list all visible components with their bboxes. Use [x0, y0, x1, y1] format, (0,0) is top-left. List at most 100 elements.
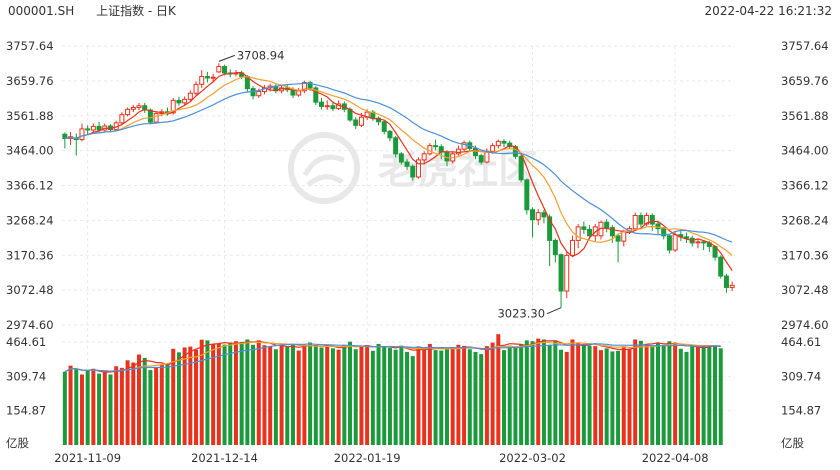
volume-bar — [690, 344, 695, 445]
price-tick-label-right: 3268.24 — [781, 213, 829, 227]
volume-bar — [490, 342, 495, 445]
volume-bar — [68, 365, 73, 445]
candle-body — [649, 214, 655, 225]
volume-bar — [342, 344, 347, 445]
volume-bar — [262, 345, 267, 445]
candle-body — [530, 209, 536, 221]
grid — [62, 45, 735, 445]
volume-tick-label-right: 154.87 — [781, 404, 821, 418]
candle-body — [666, 235, 672, 251]
date-tick-label: 2021-12-14 — [191, 451, 258, 465]
candle-body — [415, 159, 421, 178]
candle-body — [313, 87, 319, 103]
volume-bar — [319, 347, 324, 445]
volume-ma20-line — [64, 343, 721, 373]
volume-bar — [108, 374, 113, 445]
candle-body — [62, 133, 68, 140]
candle-body — [444, 151, 450, 162]
volume-bar — [621, 347, 626, 445]
stock-title: 上证指数 - 日K — [96, 4, 176, 18]
volume-bar — [97, 373, 102, 445]
date-tick-label: 2021-11-09 — [54, 451, 121, 465]
candle-body — [472, 147, 478, 157]
volume-bar — [707, 345, 712, 445]
candle-body — [461, 142, 467, 150]
volume-bar — [656, 343, 661, 445]
candle-body — [455, 148, 461, 155]
candle-body — [147, 109, 153, 123]
date-tick-label: 2022-01-19 — [334, 451, 401, 465]
candle-body — [701, 241, 707, 244]
volume-bar — [576, 342, 581, 445]
volume-bar — [433, 350, 438, 445]
candle-body — [558, 254, 564, 292]
moving-average-lines — [64, 71, 733, 373]
candle-body — [490, 145, 496, 152]
candle-body — [569, 239, 575, 256]
candle-body — [410, 165, 416, 178]
price-tick-label-right: 3072.48 — [781, 283, 829, 297]
volume-bar — [302, 344, 307, 445]
volume-bar — [119, 367, 124, 445]
volume-bar — [273, 349, 278, 445]
volume-bar — [638, 340, 643, 445]
volume-bar — [308, 342, 313, 445]
candle-body — [353, 119, 359, 126]
price-tick-label-right: 3464.00 — [781, 144, 829, 158]
candle-body — [632, 214, 638, 230]
volume-bar — [359, 346, 364, 445]
volume-bar — [228, 342, 233, 445]
candle-body — [170, 99, 176, 114]
candle-body — [495, 140, 501, 147]
candle-body — [655, 223, 661, 230]
volume-bar — [547, 344, 552, 445]
candle-body — [604, 221, 610, 229]
candle-body — [644, 214, 650, 225]
volume-bar — [581, 344, 586, 445]
volume-bar — [427, 343, 432, 445]
candle-body — [381, 121, 387, 132]
price-tick-label-left: 3170.36 — [6, 248, 54, 262]
date-tick-label: 2022-04-08 — [642, 451, 709, 465]
annotations: 3708.94 3023.30 — [218, 48, 562, 321]
volume-bar — [136, 354, 141, 445]
high-marker-label: 3708.94 — [237, 48, 285, 62]
high-marker-line — [218, 54, 236, 62]
volume-bar — [479, 354, 484, 445]
volume-bar — [387, 347, 392, 445]
volume-bar — [399, 345, 404, 445]
candle-body — [376, 117, 382, 123]
candle-body — [661, 228, 667, 237]
volume-bar — [701, 345, 706, 445]
volume-bar — [171, 348, 176, 445]
volume-bar — [444, 347, 449, 445]
volume-bar — [245, 339, 250, 445]
price-tick-label-right: 3757.64 — [781, 39, 829, 53]
volume-bar — [450, 347, 455, 445]
candle-body — [393, 137, 399, 155]
candle-body — [609, 227, 615, 237]
candle-body — [541, 212, 547, 218]
candle-body — [182, 98, 188, 104]
volume-bar — [467, 349, 472, 445]
volume-bar — [330, 348, 335, 445]
price-tick-label-right: 2974.60 — [781, 318, 829, 332]
volume-bar — [233, 341, 238, 445]
candle-body — [296, 90, 302, 96]
candle-body — [130, 107, 136, 110]
volume-bar — [718, 348, 723, 445]
volume-bar — [91, 368, 96, 445]
volume-bar — [79, 374, 84, 445]
volume-bar — [513, 347, 518, 445]
price-tick-label-left: 2974.60 — [6, 318, 54, 332]
low-marker-line — [546, 307, 562, 315]
candle-body — [358, 116, 364, 126]
volume-bar — [279, 345, 284, 445]
candle-body — [187, 92, 193, 100]
volume-bar — [216, 343, 221, 445]
price-tick-label-right: 3561.88 — [781, 109, 829, 123]
volume-bar — [268, 346, 273, 445]
volume-bar — [285, 347, 290, 445]
volume-bar — [627, 348, 632, 445]
